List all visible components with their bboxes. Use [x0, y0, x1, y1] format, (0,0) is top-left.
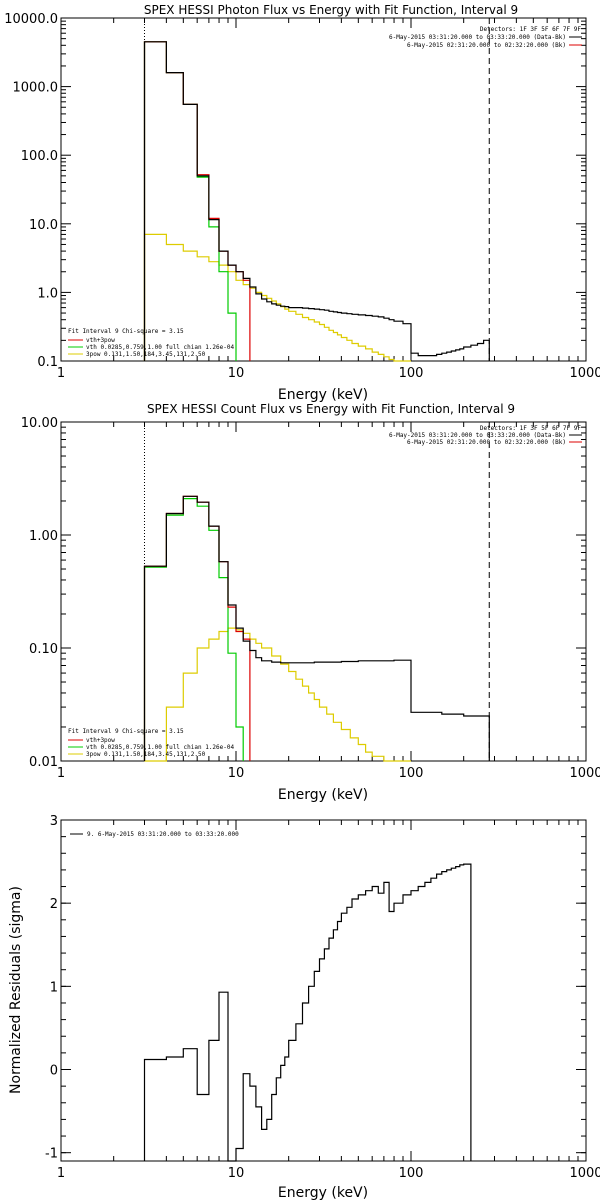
y-tick-label: 1.0	[37, 286, 58, 301]
axis-ticks: 1 10 100 1000 10000.0 1000.0 100.0 10.0 1.0 0.1	[4, 12, 600, 381]
y-tick-label: 0.1	[37, 355, 58, 370]
x-tick-label: 1000	[569, 766, 600, 781]
series-data	[143, 41, 490, 361]
legend: Fit Interval 9 Chi-square = 3.15 vth+3po…	[68, 728, 234, 758]
x-tick-label: 10	[228, 366, 245, 381]
y-tick-label: 1	[50, 980, 58, 995]
y-tick-label: 0.01	[29, 755, 58, 770]
detector-line: Detectors: 1F 3F 5F 6F 7F 9F	[480, 26, 582, 33]
series-3	[144, 627, 411, 762]
series-2	[143, 498, 244, 761]
legend-label: 3pow 0.131,1.50,184,3.45,131,2.50	[86, 751, 206, 758]
x-tick-label: 10	[228, 766, 245, 781]
bk-interval-line: 6-May-2015 02:31:20.000 to 02:32:20.000 …	[407, 42, 566, 49]
plot-frame	[60, 819, 587, 1162]
fit-info: Fit Interval 9 Chi-square = 3.15	[68, 728, 184, 735]
x-tick-label: 1000	[569, 366, 600, 381]
x-axis-label: Energy (keV)	[278, 387, 368, 403]
series-group	[143, 41, 490, 362]
bk-interval-line: 6-May-2015 02:31:20.000 to 02:32:20.000 …	[407, 439, 566, 446]
y-tick-label: 2	[50, 897, 58, 912]
detector-line: Detectors: 1F 3F 5F 6F 7F 9F	[480, 425, 582, 432]
y-axis-label: Normalized Residuals (sigma)	[8, 886, 24, 1094]
x-tick-label: 10	[228, 1166, 245, 1181]
photon-flux-panel: SPEX HESSI Photon Flux vs Energy with Fi…	[4, 3, 600, 403]
data-interval-line: 6-May-2015 03:31:20.000 to 03:33:20.000 …	[389, 34, 566, 41]
x-tick-label: 1000	[569, 1166, 600, 1181]
y-tick-label: 0.10	[29, 642, 58, 657]
series-3	[143, 233, 411, 362]
x-axis-label: Energy (keV)	[278, 1185, 368, 1200]
x-tick-label: 1	[57, 766, 65, 781]
data-interval-line: 6-May-2015 03:31:20.000 to 03:33:20.000 …	[389, 432, 566, 439]
legend-label: 3pow 0.131,1.50,184,3.45,131,2.50	[86, 351, 206, 358]
legend-label: 9. 6-May-2015 03:31:20.000 to 03:33:20.0…	[87, 831, 239, 838]
x-tick-label: 1	[57, 366, 65, 381]
x-tick-label: 1	[57, 1166, 65, 1181]
x-tick-label: 100	[399, 766, 424, 781]
x-axis-label: Energy (keV)	[278, 787, 368, 803]
y-tick-label: 10000.0	[4, 12, 58, 27]
y-tick-label: 0	[50, 1064, 58, 1079]
series-group	[143, 863, 472, 1162]
detector-info: Detectors: 1F 3F 5F 6F 7F 9F 6-May-2015 …	[389, 26, 582, 49]
chart-title: SPEX HESSI Photon Flux vs Energy with Fi…	[144, 3, 518, 17]
series-2	[143, 41, 237, 361]
series-group	[143, 495, 490, 762]
series-data	[143, 495, 490, 761]
legend-label: vth+3pow	[86, 337, 115, 344]
count-flux-panel: SPEX HESSI Count Flux vs Energy with Fit…	[21, 402, 600, 803]
plot-frame	[60, 17, 587, 362]
detector-info: Detectors: 1F 3F 5F 6F 7F 9F 6-May-2015 …	[389, 425, 582, 446]
legend: 9. 6-May-2015 03:31:20.000 to 03:33:20.0…	[70, 831, 239, 838]
y-tick-label: 3	[50, 814, 58, 829]
legend-label: vth 0.0285,0.759,1.00 full chian 1.26e-0…	[86, 344, 234, 351]
x-tick-label: 100	[399, 1166, 424, 1181]
y-tick-label: 1.00	[29, 529, 58, 544]
axis-ticks: 1 10 100 1000 10.00 1.00 0.10 0.01	[21, 416, 600, 781]
chart-title: SPEX HESSI Count Flux vs Energy with Fit…	[147, 402, 515, 416]
fit-info: Fit Interval 9 Chi-square = 3.15	[68, 328, 184, 335]
series-data	[143, 863, 472, 1162]
y-tick-label: 10.00	[21, 416, 58, 431]
legend: Fit Interval 9 Chi-square = 3.15 vth+3po…	[68, 328, 234, 358]
y-tick-label: 1000.0	[13, 81, 59, 96]
y-tick-label: 100.0	[21, 149, 58, 164]
legend-label: vth 0.0285,0.759,1.00 full chian 1.26e-0…	[86, 744, 234, 751]
x-tick-label: 100	[399, 366, 424, 381]
y-tick-label: 10.0	[29, 218, 58, 233]
y-tick-label: -1	[45, 1147, 58, 1162]
legend-label: vth+3pow	[86, 737, 115, 744]
reference-lines	[143, 422, 490, 761]
plot-frame	[60, 421, 587, 762]
